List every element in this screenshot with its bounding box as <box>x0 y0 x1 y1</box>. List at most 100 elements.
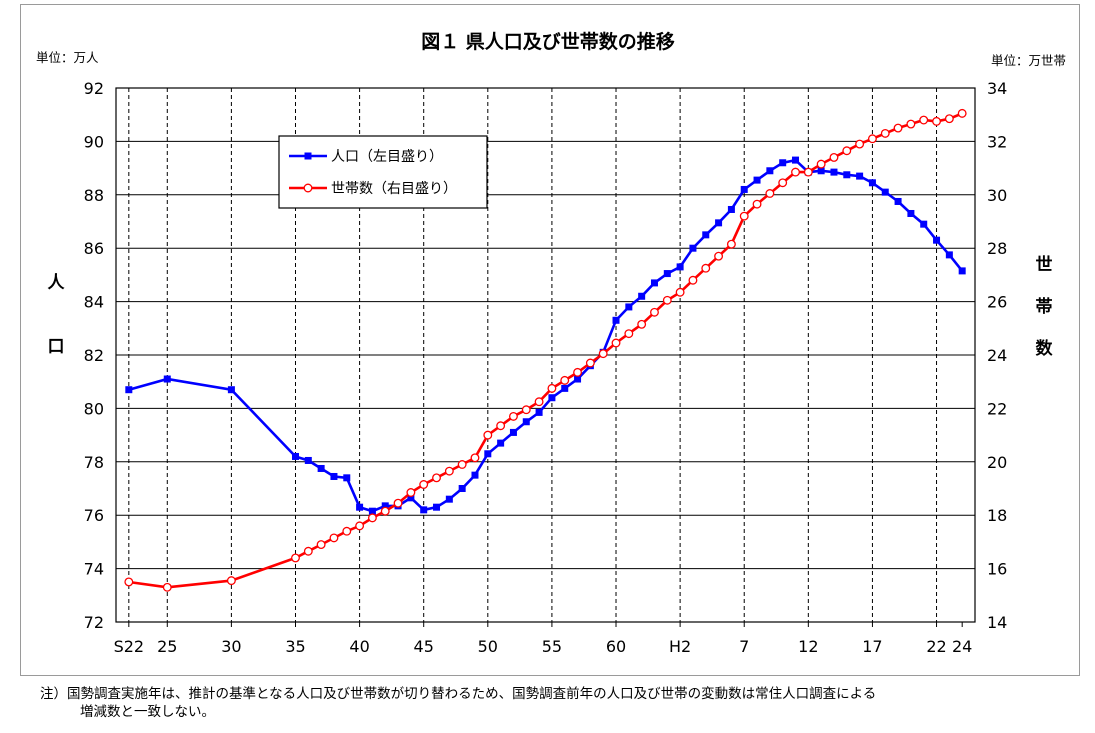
population-point <box>471 471 479 479</box>
population-point <box>727 205 735 213</box>
households-point <box>867 134 877 144</box>
households-point <box>226 576 236 586</box>
left-tick-label: 82 <box>84 346 104 365</box>
population-point <box>779 159 787 167</box>
households-point <box>291 553 300 563</box>
population-point <box>638 292 646 300</box>
population-point <box>343 474 351 482</box>
population-point <box>381 502 389 510</box>
right-tick-label: 24 <box>987 346 1007 365</box>
x-tick-label: 7 <box>739 637 749 656</box>
right-axis-label-char: 帯 <box>1036 296 1053 317</box>
left-tick-label: 72 <box>84 613 104 632</box>
chart-title: 図１ 県人口及び世帯数の推移 <box>421 30 675 53</box>
right-tick-label: 16 <box>987 560 1007 579</box>
households-point <box>573 367 583 377</box>
population-point <box>574 375 582 383</box>
population-point <box>676 263 684 271</box>
left-axis-label-char: 人 <box>48 273 66 293</box>
population-point <box>625 303 633 311</box>
population-point <box>163 375 171 383</box>
right-tick-label: 18 <box>987 506 1007 525</box>
population-point <box>894 197 902 205</box>
households-point <box>932 116 941 126</box>
households-point <box>367 513 377 523</box>
households-point <box>342 526 352 536</box>
x-tick-label: 60 <box>606 637 626 656</box>
households-point <box>406 488 416 497</box>
legend-label: 世帯数（右目盛り） <box>331 181 457 197</box>
households-point <box>124 577 134 587</box>
population-point <box>433 503 441 511</box>
households-point <box>598 349 608 359</box>
right-tick-label: 26 <box>987 293 1007 312</box>
right-axis-label-char: 数 <box>1036 338 1054 359</box>
households-point <box>752 199 762 209</box>
population-point <box>330 472 338 480</box>
households-point <box>662 295 672 305</box>
population-point <box>561 384 569 392</box>
x-tick-label: 17 <box>862 637 882 656</box>
population-point <box>445 495 453 503</box>
x-tick-label: 25 <box>157 637 177 656</box>
households-point <box>637 319 647 329</box>
households-point <box>816 159 826 169</box>
chart: 図１ 県人口及び世帯数の推移 単位：万人 単位：万世帯 72 74 76 78 80 82… <box>36 30 1066 656</box>
population-point <box>663 270 671 278</box>
x-tick-label: 45 <box>414 637 434 656</box>
population-point <box>304 456 312 464</box>
left-tick-label: 78 <box>84 453 104 472</box>
households-point <box>650 307 659 317</box>
households-point <box>444 466 454 476</box>
households-point <box>534 397 544 407</box>
x-tick-label: S22 <box>114 637 145 656</box>
right-tick-label: 22 <box>987 399 1007 418</box>
population-point <box>420 506 428 514</box>
population-point <box>933 236 941 244</box>
population-point <box>317 464 325 472</box>
legend-label: 人口（左目盛り） <box>331 149 443 165</box>
legend-box <box>278 135 488 209</box>
left-unit-label: 単位：万人 <box>36 50 99 65</box>
population-point <box>740 185 748 193</box>
population-point <box>817 167 825 175</box>
left-tick-label: 76 <box>84 506 104 525</box>
population-point <box>843 171 851 179</box>
population-point <box>650 279 658 287</box>
x-tick-label: 40 <box>349 637 369 656</box>
population-point <box>291 452 299 460</box>
households-point <box>714 251 724 261</box>
households-point <box>765 189 775 198</box>
households-point <box>829 152 839 162</box>
population-point <box>548 394 556 402</box>
x-tick-label: 22 <box>926 637 946 656</box>
left-tick-label: 92 <box>84 79 104 98</box>
households-point <box>688 275 698 285</box>
population-point <box>958 267 966 275</box>
households-point <box>893 123 903 133</box>
population-point <box>612 316 620 324</box>
households-point <box>419 480 429 489</box>
x-tick-label: 35 <box>285 637 305 656</box>
right-tick-label: 28 <box>987 239 1007 258</box>
left-tick-label: 90 <box>84 132 104 151</box>
population-point <box>792 156 800 164</box>
households-point <box>585 358 595 368</box>
population-point <box>407 494 415 502</box>
population-point <box>753 176 761 184</box>
right-tick-label: 20 <box>987 453 1007 472</box>
footnote: 注）国勢調査実施年は、推計の基準となる人口及び世帯数が切り替わるため、国勢調査前… <box>40 685 1080 721</box>
population-point <box>484 450 492 458</box>
footnote-line-2: 増減数と一致しない。 <box>80 704 215 720</box>
population-point <box>702 231 710 239</box>
households-point <box>957 108 967 118</box>
households-point <box>547 383 557 393</box>
households-point <box>483 430 493 440</box>
households-point <box>842 146 852 156</box>
households-point <box>457 460 467 469</box>
population-point <box>856 172 864 180</box>
households-point <box>432 473 441 483</box>
right-tick-label: 32 <box>987 132 1007 151</box>
households-point <box>944 114 954 124</box>
population-point <box>830 168 838 176</box>
